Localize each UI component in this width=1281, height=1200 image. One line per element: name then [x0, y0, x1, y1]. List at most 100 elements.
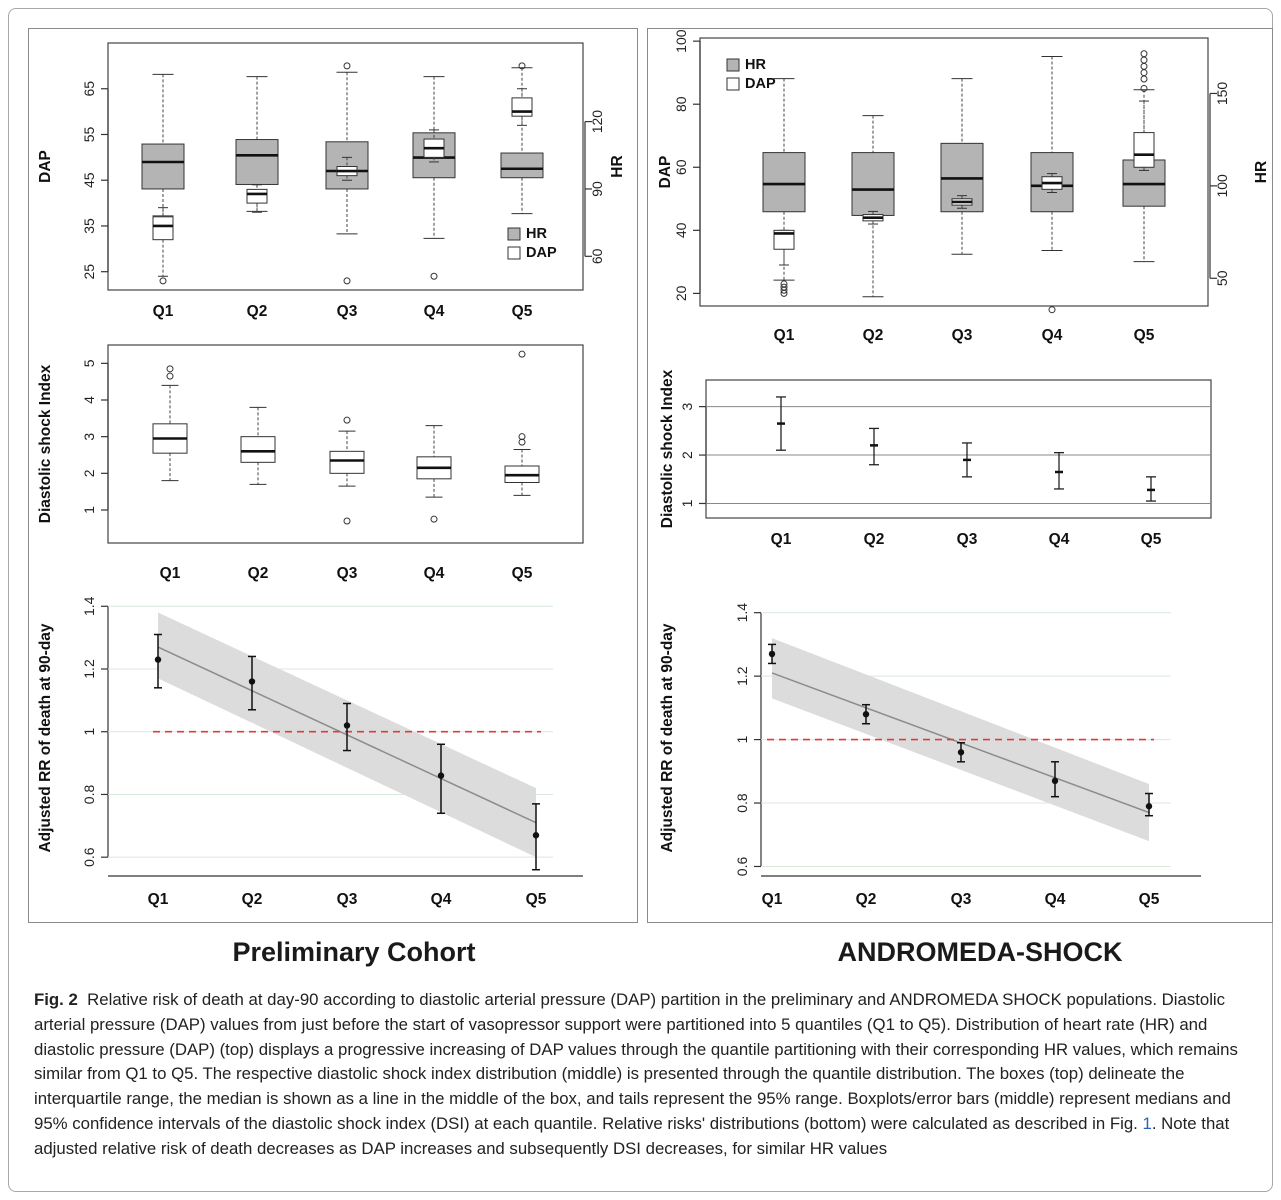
caption-label: Fig. 2	[34, 990, 78, 1009]
right-bot-x-tick-label: Q1	[762, 891, 783, 908]
right-mid-x-tick-label: Q3	[957, 531, 978, 548]
right-top-hr-box	[851, 152, 895, 216]
right-top-y2-label: HR	[1253, 161, 1270, 183]
right-top-y-label: DAP	[657, 156, 674, 189]
right-top-legend-swatch	[726, 77, 740, 91]
left-mid-y-tick-label: 5	[81, 359, 97, 367]
right-top-y2-tick-label: 100	[1214, 174, 1230, 198]
right-top-dap-outlier	[780, 280, 788, 288]
left-top-y2-tick-label: 60	[589, 248, 605, 264]
left-mid-dsi-box	[240, 436, 276, 463]
left-top-hr-box	[235, 139, 279, 185]
right-top-dap-outlier	[1140, 50, 1148, 58]
right-top-dap-outlier	[1140, 69, 1148, 77]
right-top-legend-label: DAP	[745, 76, 776, 92]
left-bot-x-tick-label: Q3	[337, 891, 358, 908]
left-top-dap-outlier	[159, 277, 167, 285]
right-bot-y-tick-label: 0.8	[734, 793, 750, 813]
left-top-y-tick-label: 45	[81, 172, 97, 188]
left-bot-point	[343, 722, 351, 729]
left-bot-point	[532, 832, 540, 839]
right-bot-point	[1051, 777, 1059, 785]
right-top-x-tick-label: Q4	[1042, 327, 1063, 344]
right-top-legend-label: HR	[745, 57, 766, 73]
left-bot-x-tick-label: Q2	[242, 891, 263, 908]
right-mid-y-tick-label: 2	[679, 451, 695, 459]
left-top-hr-box	[325, 141, 369, 190]
right-bot-y-tick-label: 1	[734, 735, 750, 743]
right-top-x-tick-label: Q2	[863, 327, 884, 344]
right-top-dap-box	[1133, 132, 1155, 168]
right-top-y-tick-label: 80	[673, 96, 689, 112]
left-top-dap-outlier	[518, 62, 526, 70]
right-bot-y-tick-label: 1.2	[734, 666, 750, 686]
left-top-y-tick-label: 35	[81, 218, 97, 234]
caption-text-end: . Note that adjusted relative risk of de…	[34, 1113, 1230, 1158]
right-top-legend-swatch	[726, 58, 740, 72]
caption-text: Relative risk of death at day-90 accordi…	[34, 990, 1238, 1133]
right-top-y2-tick-label: 50	[1214, 270, 1230, 286]
right-mid-y-label: Diastolic shock Index	[659, 369, 676, 528]
left-top-legend-swatch	[507, 227, 521, 241]
left-top-legend-label: DAP	[526, 245, 557, 261]
left-top-x-tick-label: Q5	[512, 303, 533, 320]
right-bot-y-tick-label: 0.6	[734, 857, 750, 877]
left-top-legend-label: HR	[526, 226, 547, 242]
right-mid-x-tick-label: Q2	[864, 531, 885, 548]
left-bot-y-tick-label: 1.4	[81, 596, 97, 616]
right-bot-x-tick-label: Q4	[1045, 891, 1066, 908]
left-bot-point	[248, 678, 256, 685]
right-top-x-tick-label: Q5	[1134, 327, 1155, 344]
left-top-y2-tick-label: 90	[589, 181, 605, 197]
left-mid-y-tick-label: 1	[81, 506, 97, 514]
left-mid-dsi-outlier	[518, 433, 526, 441]
right-top-dap-outlier	[1140, 62, 1148, 70]
left-mid-x-tick-label: Q5	[512, 565, 533, 582]
left-mid-dsi-outlier	[343, 517, 351, 525]
left-mid-y-label: Diastolic shock Index	[37, 364, 54, 523]
left-top-dap-box	[152, 216, 174, 241]
right-top-hr-outlier	[1048, 306, 1056, 314]
right-mid-y-tick-label: 3	[679, 403, 695, 411]
left-top-dap-outlier	[430, 272, 438, 280]
left-bot-point	[154, 656, 162, 663]
left-top-legend-swatch	[507, 246, 521, 260]
left-bot-x-tick-label: Q5	[526, 891, 547, 908]
right-top-y-tick-label: 40	[673, 222, 689, 238]
left-bot-y-tick-label: 0.6	[81, 847, 97, 867]
right-top-y2-tick-label: 150	[1214, 82, 1230, 106]
right-top-dap-outlier	[1140, 75, 1148, 83]
right-bot-x-tick-label: Q2	[856, 891, 877, 908]
right-top-y-tick-label: 20	[673, 285, 689, 301]
right-bot-x-tick-label: Q5	[1139, 891, 1160, 908]
left-top-y-tick-label: 25	[81, 264, 97, 280]
left-top-x-tick-label: Q3	[337, 303, 358, 320]
right-bot-y-tick-label: 1.4	[734, 603, 750, 623]
left-bot-y-tick-label: 1.2	[81, 659, 97, 679]
right-top-dap-outlier	[1140, 84, 1148, 92]
right-bot-point	[957, 749, 965, 756]
right-top-x-tick-label: Q1	[774, 327, 795, 344]
left-mid-dsi-outlier	[430, 515, 438, 523]
left-top-dap-box	[246, 188, 268, 204]
right-mid-x-tick-label: Q5	[1141, 531, 1162, 548]
left-top-dap-box	[511, 97, 533, 117]
left-bot-x-tick-label: Q1	[148, 891, 169, 908]
right-bot-point	[768, 650, 776, 658]
right-bot-point	[1145, 803, 1153, 810]
right-top-dap-outlier	[780, 283, 788, 291]
right-bot-y-label: Adjusted RR of death at 90-day	[659, 623, 676, 852]
right-top-dap-box	[773, 229, 795, 250]
left-bot-y-tick-label: 0.8	[81, 785, 97, 805]
left-top-dap-outlier	[343, 277, 351, 285]
right-mid-plot-frame	[705, 379, 1212, 519]
right-cohort-heading: ANDROMEDA-SHOCK	[837, 937, 1123, 967]
left-bot-y-tick-label: 1	[81, 728, 97, 736]
left-mid-y-tick-label: 3	[81, 433, 97, 441]
right-mid-x-tick-label: Q4	[1049, 531, 1070, 548]
left-mid-dsi-outlier	[166, 372, 174, 380]
left-top-dap-outlier	[343, 62, 351, 70]
left-top-y2-tick-label: 120	[589, 110, 605, 134]
figure-ref-link[interactable]: 1	[1142, 1113, 1152, 1133]
